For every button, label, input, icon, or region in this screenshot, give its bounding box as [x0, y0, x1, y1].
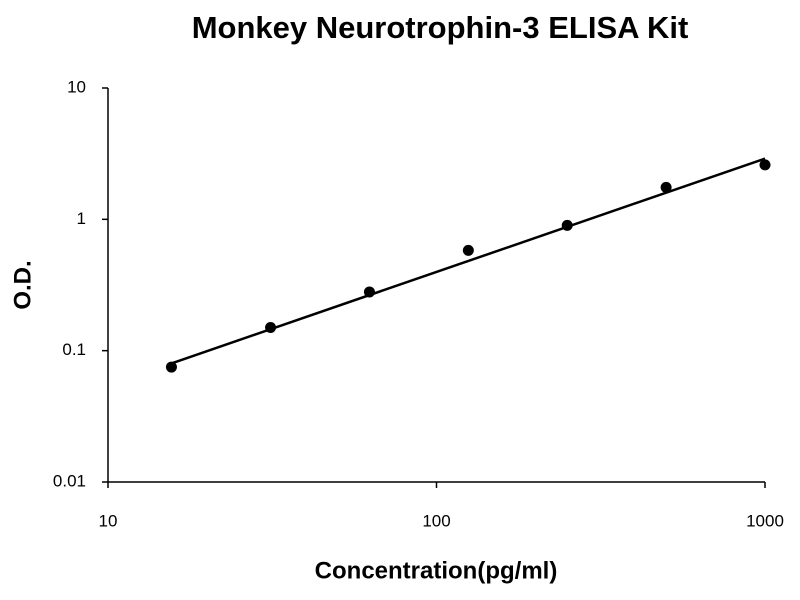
data-point: [462, 244, 474, 256]
data-point: [165, 361, 177, 373]
data-point: [660, 181, 672, 193]
x-tick-label: 1000: [746, 511, 784, 530]
data-point: [759, 159, 771, 171]
data-point: [363, 286, 375, 298]
x-tick-label: 100: [422, 511, 450, 530]
x-tick-label: 10: [99, 511, 118, 530]
data-point: [561, 219, 573, 231]
chart-title: Monkey Neurotrophin-3 ELISA Kit: [192, 10, 689, 45]
y-tick-label: 0.1: [62, 340, 86, 359]
y-tick-label: 0.01: [53, 471, 86, 490]
x-axis-label: Concentration(pg/ml): [315, 557, 558, 584]
data-point: [265, 322, 277, 334]
y-tick-label: 10: [67, 77, 86, 96]
y-axis-label: O.D.: [9, 260, 36, 309]
y-tick-label: 1: [77, 209, 86, 228]
